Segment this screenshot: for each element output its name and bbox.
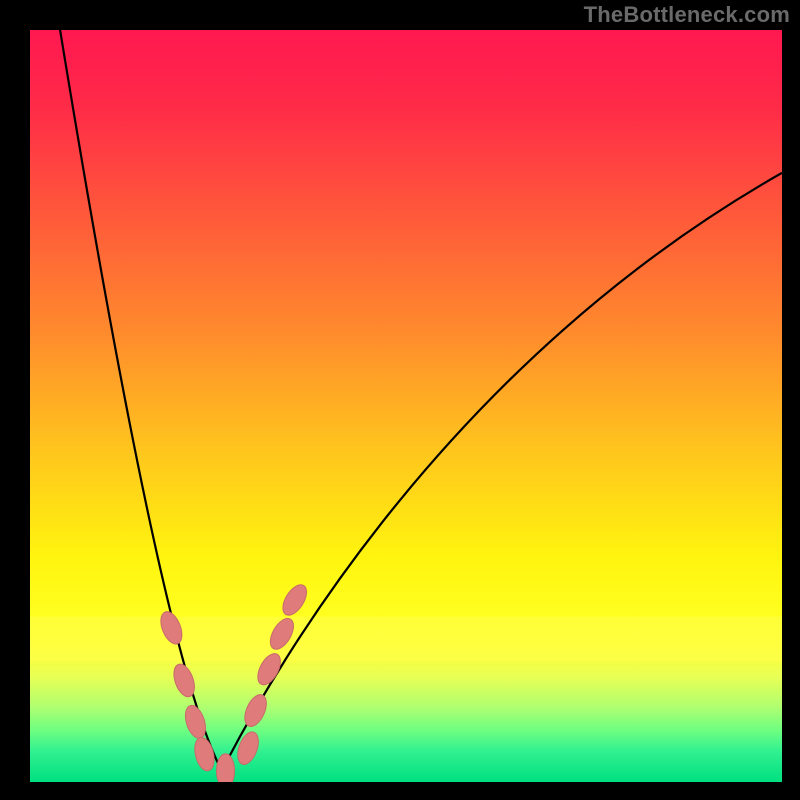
gradient-background	[30, 30, 782, 782]
watermark-text: TheBottleneck.com	[584, 2, 790, 28]
outer-frame: TheBottleneck.com	[0, 0, 800, 800]
chart-svg	[30, 30, 782, 782]
plot-area	[30, 30, 782, 782]
highlight-band	[30, 617, 782, 662]
curve-marker	[217, 754, 235, 782]
